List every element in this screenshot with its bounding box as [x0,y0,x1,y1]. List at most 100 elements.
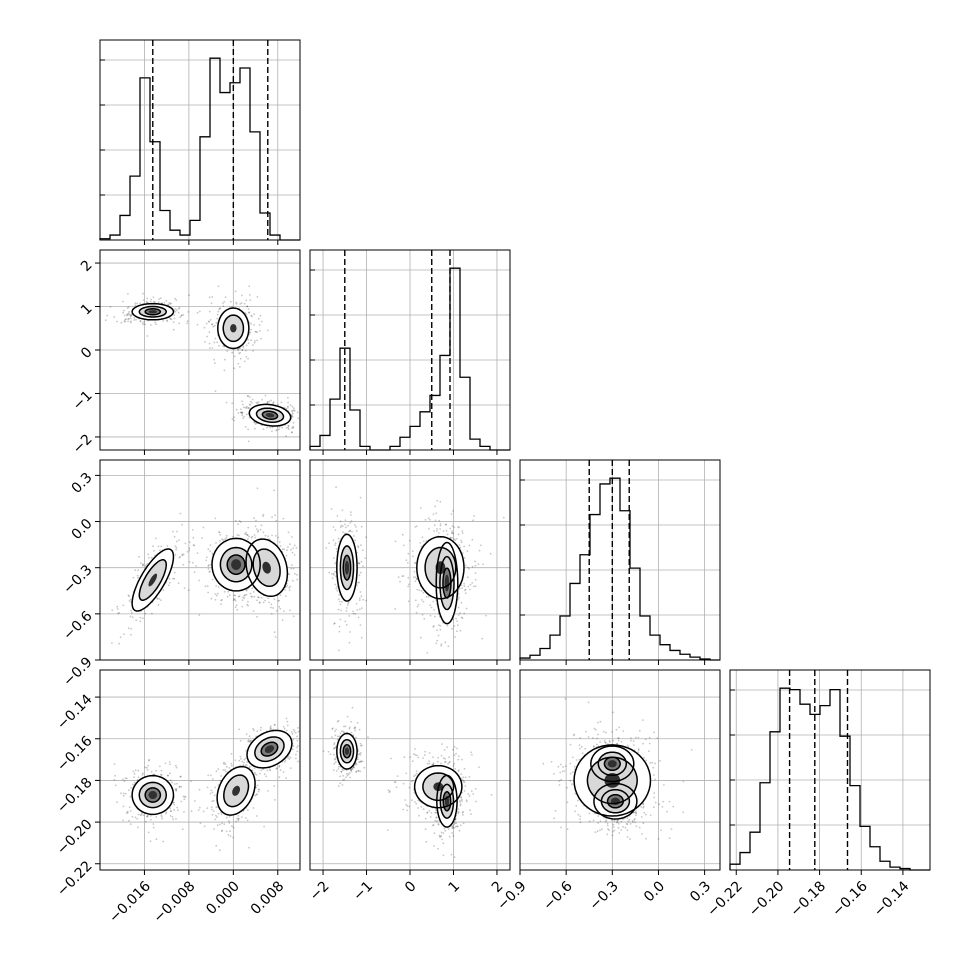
scatter-point [292,615,295,618]
scatter-point [434,519,437,522]
scatter-point [245,313,248,316]
scatter-point [345,776,347,778]
scatter-point [439,500,442,503]
scatter-point [128,313,131,316]
scatter-point [228,594,231,597]
scatter-point [232,826,235,829]
scatter-point [433,625,435,627]
scatter-point [281,426,283,429]
scatter-point [144,612,147,615]
scatter-point [142,772,144,775]
scatter-point [244,349,247,352]
scatter-point [566,801,569,804]
scatter-point [217,768,220,771]
scatter-point [271,516,273,519]
scatter-panel-1-3 [99,459,301,661]
scatter-point [441,743,443,745]
scatter-point [270,606,272,609]
scatter-point [239,357,242,360]
scatter-point [218,849,221,852]
scatter-point [617,819,619,822]
scatter-point [225,830,228,833]
scatter-point [331,736,333,739]
scatter-point [181,554,184,557]
scatter-point [166,545,169,547]
scatter-point [444,760,447,763]
scatter-point [256,296,259,298]
scatter-point [174,788,177,791]
contour-line [436,774,458,828]
scatter-point [294,732,297,734]
scatter-point [240,816,243,818]
scatter-point [339,603,342,606]
scatter-point [247,538,249,540]
scatter-point [228,820,230,822]
scatter-point [462,776,465,779]
contour-line [131,548,175,612]
scatter-point [271,430,273,433]
scatter-point [253,767,256,770]
scatter-point [463,582,465,585]
scatter-point [133,317,136,319]
scatter-point [334,529,337,531]
scatter-point [254,536,257,539]
scatter-point [339,782,342,785]
scatter-point [459,803,462,806]
scatter-point [150,556,153,559]
scatter-point [289,767,292,769]
scatter-point [248,311,250,314]
scatter-point [274,514,276,517]
scatter-point [346,715,349,718]
scatter-point [149,300,152,303]
panel-frame [729,669,931,871]
scatter-point [367,736,369,739]
scatter-point [170,302,173,305]
scatter-point [359,496,362,499]
scatter-point [245,413,248,416]
scatter-point [336,735,339,738]
scatter-point [474,578,477,581]
scatter-point [420,806,423,808]
scatter-point [246,809,249,812]
scatter-point [438,662,440,664]
scatter-point [437,624,440,626]
scatter-point [467,793,470,795]
scatter-point [360,544,362,546]
scatter-point [194,800,196,802]
scatter-point [438,519,441,522]
scatter-point [461,587,464,589]
scatter-point [288,758,291,760]
scatter-point [290,731,293,733]
scatter-point [234,759,237,762]
scatter-point [343,731,345,734]
scatter-point [223,300,226,303]
scatter-point [144,564,147,567]
scatter-point [234,606,237,608]
contour-line [216,765,256,816]
scatter-point [358,752,361,755]
scatter-point [224,770,227,773]
scatter-point [140,812,143,815]
scatter-point [433,832,436,835]
scatter-point [242,417,245,420]
scatter-point [241,414,243,417]
scatter-point [291,536,293,538]
scatter-point [251,596,253,598]
scatter-point [129,810,132,812]
contour-line [439,783,455,819]
scatter-point [208,342,211,345]
scatter-point [485,614,487,617]
scatter-point [402,544,405,547]
scatter-point [419,636,422,639]
scatter-point [337,719,340,722]
scatter-point [454,539,456,542]
scatter-point [359,754,362,756]
scatter-point [414,774,417,777]
scatter-point [258,788,261,791]
scatter-point [249,396,251,398]
scatter-point [346,772,348,775]
scatter-point [127,312,130,315]
scatter-point [462,810,464,813]
scatter-point [422,600,425,603]
scatter-point [358,761,360,764]
